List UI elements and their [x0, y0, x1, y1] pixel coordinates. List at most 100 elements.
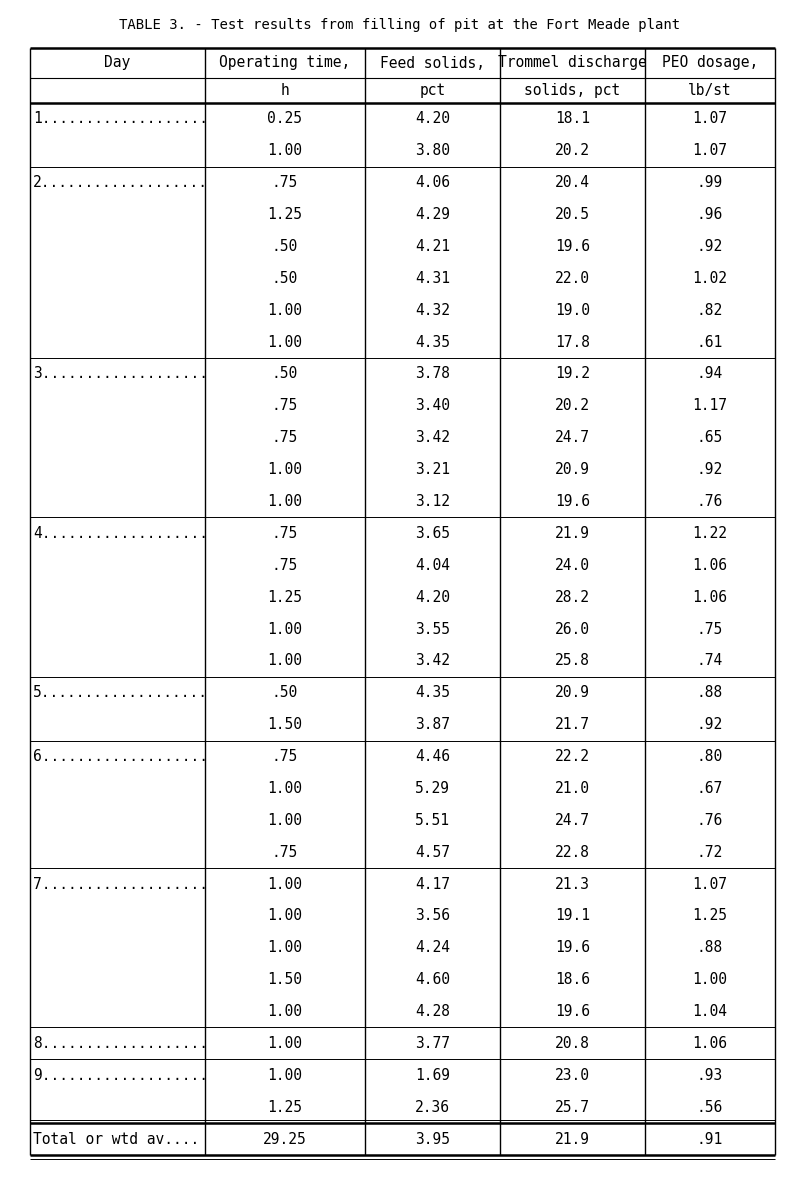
Text: 5.29: 5.29 [415, 781, 450, 796]
Text: h: h [281, 83, 290, 98]
Text: 19.0: 19.0 [555, 302, 590, 318]
Text: 19.6: 19.6 [555, 239, 590, 254]
Text: 21.7: 21.7 [555, 717, 590, 732]
Text: 1.07: 1.07 [693, 111, 727, 126]
Text: 4.24: 4.24 [415, 940, 450, 955]
Text: 1.00: 1.00 [267, 908, 302, 924]
Text: .76: .76 [697, 494, 723, 509]
Text: .75: .75 [272, 430, 298, 445]
Text: 29.25: 29.25 [263, 1131, 307, 1147]
Text: 9...................: 9................... [33, 1068, 208, 1083]
Text: .74: .74 [697, 653, 723, 668]
Text: 4.17: 4.17 [415, 876, 450, 892]
Text: 3.56: 3.56 [415, 908, 450, 924]
Text: 4.29: 4.29 [415, 207, 450, 222]
Text: 4.28: 4.28 [415, 1004, 450, 1019]
Text: 3.65: 3.65 [415, 526, 450, 541]
Text: 1.07: 1.07 [693, 143, 727, 158]
Text: 4.20: 4.20 [415, 589, 450, 605]
Text: 3.42: 3.42 [415, 430, 450, 445]
Text: .76: .76 [697, 813, 723, 828]
Text: .75: .75 [272, 398, 298, 413]
Text: 1.69: 1.69 [415, 1068, 450, 1083]
Text: .92: .92 [697, 717, 723, 732]
Text: 1.00: 1.00 [267, 143, 302, 158]
Text: 22.0: 22.0 [555, 270, 590, 286]
Text: .80: .80 [697, 749, 723, 764]
Text: solids, pct: solids, pct [524, 83, 621, 98]
Text: 3.95: 3.95 [415, 1131, 450, 1147]
Text: 1.06: 1.06 [693, 1036, 727, 1051]
Text: 3.78: 3.78 [415, 366, 450, 381]
Text: 20.9: 20.9 [555, 685, 590, 700]
Text: 25.7: 25.7 [555, 1100, 590, 1115]
Text: .96: .96 [697, 207, 723, 222]
Text: 1.17: 1.17 [693, 398, 727, 413]
Text: 1.06: 1.06 [693, 589, 727, 605]
Text: 1.50: 1.50 [267, 717, 302, 732]
Text: 1.25: 1.25 [267, 1100, 302, 1115]
Text: 3...................: 3................... [33, 366, 208, 381]
Text: 20.9: 20.9 [555, 462, 590, 477]
Text: lb/st: lb/st [688, 83, 732, 98]
Text: .93: .93 [697, 1068, 723, 1083]
Text: 24.0: 24.0 [555, 557, 590, 573]
Text: 3.77: 3.77 [415, 1036, 450, 1051]
Text: Day: Day [104, 56, 130, 71]
Text: 6...................: 6................... [33, 749, 208, 764]
Text: 1.00: 1.00 [267, 876, 302, 892]
Text: 19.6: 19.6 [555, 940, 590, 955]
Text: 28.2: 28.2 [555, 589, 590, 605]
Text: 1.00: 1.00 [267, 462, 302, 477]
Text: 1.07: 1.07 [693, 876, 727, 892]
Text: 3.87: 3.87 [415, 717, 450, 732]
Text: 1.00: 1.00 [267, 302, 302, 318]
Text: 24.7: 24.7 [555, 813, 590, 828]
Text: .88: .88 [697, 685, 723, 700]
Text: 4.20: 4.20 [415, 111, 450, 126]
Text: .50: .50 [272, 270, 298, 286]
Text: .99: .99 [697, 175, 723, 190]
Text: 4.46: 4.46 [415, 749, 450, 764]
Text: 20.5: 20.5 [555, 207, 590, 222]
Text: 1.25: 1.25 [267, 589, 302, 605]
Text: 5...................: 5................... [33, 685, 208, 700]
Text: 23.0: 23.0 [555, 1068, 590, 1083]
Text: 1.06: 1.06 [693, 557, 727, 573]
Text: .65: .65 [697, 430, 723, 445]
Text: .75: .75 [272, 526, 298, 541]
Text: 4.31: 4.31 [415, 270, 450, 286]
Text: .75: .75 [272, 844, 298, 860]
Text: Operating time,: Operating time, [219, 56, 350, 71]
Text: .72: .72 [697, 844, 723, 860]
Text: .88: .88 [697, 940, 723, 955]
Text: .56: .56 [697, 1100, 723, 1115]
Text: .75: .75 [272, 175, 298, 190]
Text: .50: .50 [272, 239, 298, 254]
Text: 3.80: 3.80 [415, 143, 450, 158]
Text: 0.25: 0.25 [267, 111, 302, 126]
Text: 3.42: 3.42 [415, 653, 450, 668]
Text: 3.12: 3.12 [415, 494, 450, 509]
Text: .75: .75 [697, 621, 723, 637]
Text: .92: .92 [697, 462, 723, 477]
Text: 18.6: 18.6 [555, 972, 590, 987]
Text: 26.0: 26.0 [555, 621, 590, 637]
Text: .91: .91 [697, 1131, 723, 1147]
Text: .50: .50 [272, 685, 298, 700]
Text: 4...................: 4................... [33, 526, 208, 541]
Text: 1.04: 1.04 [693, 1004, 727, 1019]
Text: 3.40: 3.40 [415, 398, 450, 413]
Text: 21.3: 21.3 [555, 876, 590, 892]
Text: 4.04: 4.04 [415, 557, 450, 573]
Text: 21.9: 21.9 [555, 1131, 590, 1147]
Text: Trommel discharge: Trommel discharge [498, 56, 647, 71]
Text: 20.4: 20.4 [555, 175, 590, 190]
Text: 22.2: 22.2 [555, 749, 590, 764]
Text: 4.35: 4.35 [415, 685, 450, 700]
Text: .94: .94 [697, 366, 723, 381]
Text: 19.2: 19.2 [555, 366, 590, 381]
Text: 19.6: 19.6 [555, 494, 590, 509]
Text: 22.8: 22.8 [555, 844, 590, 860]
Text: 3.55: 3.55 [415, 621, 450, 637]
